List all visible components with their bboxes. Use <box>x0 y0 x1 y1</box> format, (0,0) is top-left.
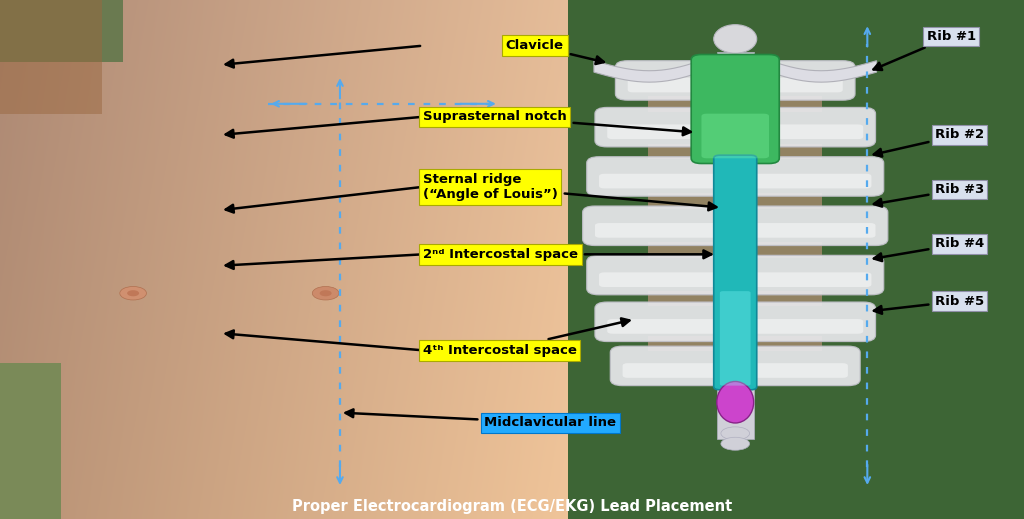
FancyBboxPatch shape <box>595 107 732 147</box>
Bar <box>648 96 720 112</box>
Text: Proper Electrocardiogram (ECG/EKG) Lead Placement: Proper Electrocardiogram (ECG/EKG) Lead … <box>292 499 732 514</box>
FancyBboxPatch shape <box>714 155 757 390</box>
FancyBboxPatch shape <box>751 125 863 139</box>
FancyBboxPatch shape <box>738 302 876 342</box>
Text: 4ᵗʰ Intercostal space: 4ᵗʰ Intercostal space <box>423 318 630 357</box>
Bar <box>751 336 822 351</box>
FancyBboxPatch shape <box>701 114 769 158</box>
FancyBboxPatch shape <box>583 206 732 245</box>
Bar <box>648 291 720 306</box>
Bar <box>0 0 123 62</box>
Circle shape <box>127 290 139 296</box>
Bar <box>0 0 102 114</box>
Bar <box>568 0 1024 519</box>
Text: Clavicle: Clavicle <box>506 39 604 64</box>
FancyBboxPatch shape <box>751 272 871 287</box>
FancyBboxPatch shape <box>587 255 732 295</box>
Ellipse shape <box>721 437 750 450</box>
Text: Midclavicular line: Midclavicular line <box>345 409 616 430</box>
Text: Rib #4: Rib #4 <box>873 237 984 261</box>
Text: Rib #5: Rib #5 <box>873 294 984 314</box>
Text: 2ⁿᵈ Intercostal space: 2ⁿᵈ Intercostal space <box>423 248 712 261</box>
Bar <box>751 144 822 159</box>
FancyBboxPatch shape <box>751 319 863 334</box>
Circle shape <box>312 286 339 300</box>
FancyBboxPatch shape <box>738 107 876 147</box>
FancyBboxPatch shape <box>623 363 720 378</box>
FancyBboxPatch shape <box>738 255 884 295</box>
Bar <box>751 193 822 209</box>
FancyBboxPatch shape <box>599 174 720 188</box>
Text: Rib #3: Rib #3 <box>873 183 984 207</box>
FancyBboxPatch shape <box>607 319 720 334</box>
Bar <box>751 242 822 258</box>
FancyBboxPatch shape <box>751 174 871 188</box>
FancyBboxPatch shape <box>738 61 855 100</box>
FancyBboxPatch shape <box>738 157 884 196</box>
Text: Rib #1: Rib #1 <box>873 30 976 70</box>
Text: Rib #2: Rib #2 <box>873 128 984 157</box>
FancyBboxPatch shape <box>691 54 779 163</box>
FancyBboxPatch shape <box>751 223 876 238</box>
FancyBboxPatch shape <box>738 346 860 386</box>
FancyBboxPatch shape <box>587 157 732 196</box>
Bar <box>648 144 720 159</box>
Polygon shape <box>754 54 877 82</box>
Bar <box>751 291 822 306</box>
Ellipse shape <box>721 427 750 440</box>
Circle shape <box>319 290 332 296</box>
FancyBboxPatch shape <box>615 61 732 100</box>
Circle shape <box>120 286 146 300</box>
Bar <box>648 242 720 258</box>
FancyBboxPatch shape <box>720 291 751 386</box>
Bar <box>717 52 754 439</box>
FancyBboxPatch shape <box>610 346 732 386</box>
Text: Suprasternal notch: Suprasternal notch <box>423 110 691 135</box>
Bar <box>648 193 720 209</box>
FancyBboxPatch shape <box>595 223 720 238</box>
Bar <box>0 363 61 519</box>
Ellipse shape <box>714 24 757 53</box>
Text: Sternal ridge
(“Angle of Louis”): Sternal ridge (“Angle of Louis”) <box>423 173 717 210</box>
FancyBboxPatch shape <box>607 125 720 139</box>
Ellipse shape <box>717 381 754 423</box>
Bar <box>648 336 720 351</box>
FancyBboxPatch shape <box>751 78 843 92</box>
FancyBboxPatch shape <box>751 363 848 378</box>
Bar <box>751 96 822 112</box>
FancyBboxPatch shape <box>595 302 732 342</box>
FancyBboxPatch shape <box>738 206 888 245</box>
Polygon shape <box>594 54 717 82</box>
FancyBboxPatch shape <box>628 78 720 92</box>
FancyBboxPatch shape <box>599 272 720 287</box>
